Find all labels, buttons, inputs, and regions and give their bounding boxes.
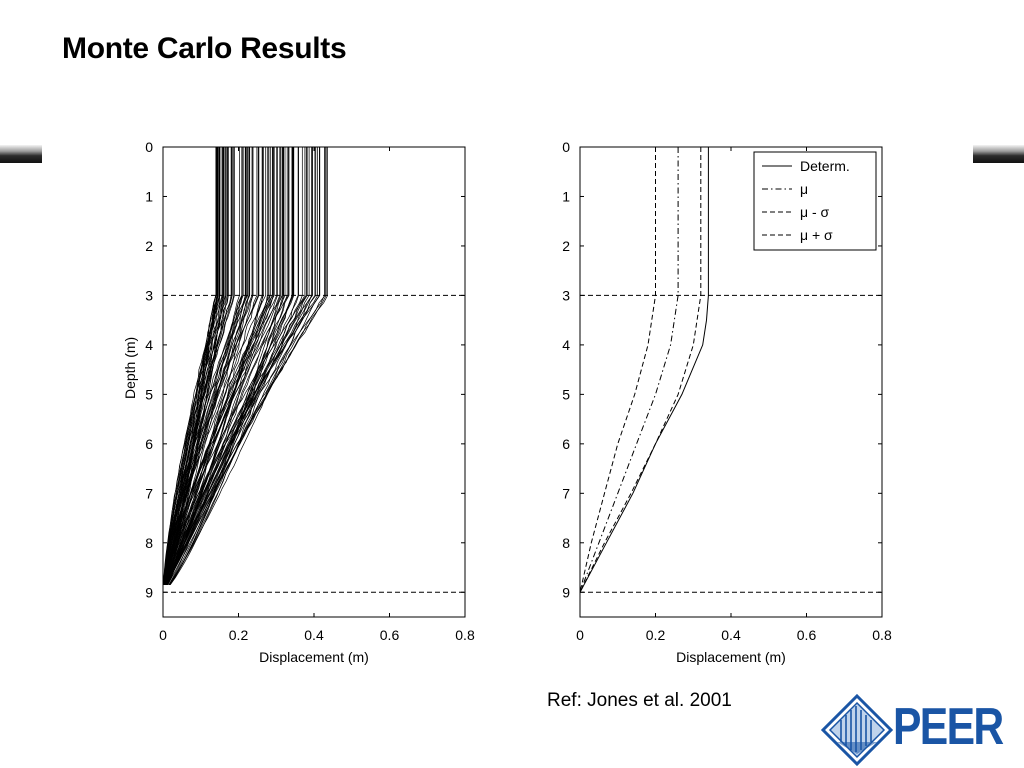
y-tick-label: 9 bbox=[562, 584, 570, 600]
y-tick-label: 2 bbox=[145, 238, 153, 254]
realization-line bbox=[165, 147, 254, 585]
x-tick-label: 0.6 bbox=[380, 627, 400, 643]
y-tick-label: 1 bbox=[145, 188, 153, 204]
y-tick-label: 5 bbox=[562, 386, 570, 402]
realization-line bbox=[165, 147, 240, 585]
realization-line bbox=[163, 147, 248, 585]
realization-line bbox=[164, 147, 317, 585]
realization-line bbox=[163, 147, 217, 585]
x-tick-label: 0.2 bbox=[229, 627, 249, 643]
y-tick-label: 3 bbox=[145, 287, 153, 303]
x-tick-label: 0.2 bbox=[646, 627, 666, 643]
x-tick-label: 0.8 bbox=[872, 627, 892, 643]
realization-line bbox=[164, 147, 307, 585]
realization-line bbox=[163, 147, 282, 585]
series-line-2 bbox=[580, 147, 679, 593]
y-tick-label: 8 bbox=[562, 535, 570, 551]
peer-logo-icon bbox=[820, 693, 894, 767]
series-line-3 bbox=[580, 147, 656, 593]
y-tick-label: 4 bbox=[145, 337, 153, 353]
realization-line bbox=[166, 147, 320, 585]
realization-line bbox=[163, 147, 219, 585]
realization-line bbox=[165, 147, 218, 585]
y-tick-label: 7 bbox=[145, 485, 153, 501]
decorative-bar-left bbox=[0, 145, 42, 163]
realization-line bbox=[163, 147, 267, 585]
realization-line bbox=[163, 147, 218, 585]
legend-entry: μ bbox=[800, 181, 808, 197]
series-line-4 bbox=[580, 147, 702, 593]
realization-line bbox=[167, 147, 310, 585]
realization-line bbox=[163, 147, 283, 585]
y-tick-label: 8 bbox=[145, 535, 153, 551]
realization-line bbox=[166, 147, 264, 585]
peer-logo-text: PEER bbox=[893, 698, 1004, 756]
y-tick-label: 1 bbox=[562, 188, 570, 204]
legend: Determ. μ μ - σ μ + σ bbox=[753, 151, 877, 251]
x-tick-label: 0.4 bbox=[304, 627, 324, 643]
realization-line bbox=[165, 147, 328, 585]
legend-entry: μ + σ bbox=[800, 227, 833, 243]
realization-line bbox=[163, 147, 223, 585]
y-tick-label: 9 bbox=[145, 584, 153, 600]
realization-line bbox=[165, 147, 290, 585]
series-line-1 bbox=[580, 147, 709, 593]
realization-line bbox=[168, 147, 312, 585]
realization-line bbox=[164, 147, 286, 585]
y-tick-label: 2 bbox=[562, 238, 570, 254]
realization-line bbox=[165, 147, 303, 585]
x-tick-label: 0.8 bbox=[455, 627, 475, 643]
y-tick-label: 5 bbox=[145, 386, 153, 402]
x-tick-label: 0.6 bbox=[797, 627, 817, 643]
realization-line bbox=[166, 147, 306, 585]
y-axis-label: Depth (m) bbox=[122, 337, 138, 399]
decorative-bar-right bbox=[973, 145, 1024, 163]
chart-1: 0 1 2 3 4 5 6 7 8 9 0 0.2 0.4 0.6 0.8 Displacement (m) D… bbox=[122, 139, 475, 665]
legend-entry: μ - σ bbox=[800, 204, 830, 220]
chart-2: 0 1 2 3 4 5 6 7 8 9 0 0.2 0.4 0.6 0.8 Displacement (m) D… bbox=[562, 139, 892, 665]
realization-line bbox=[166, 147, 299, 585]
y-tick-label: 6 bbox=[145, 436, 153, 452]
y-tick-label: 6 bbox=[562, 436, 570, 452]
reference-citation: Ref: Jones et al. 2001 bbox=[547, 690, 732, 711]
y-tick-label: 4 bbox=[562, 337, 570, 353]
legend-entry: Determ. bbox=[800, 158, 850, 174]
x-tick-label: 0.4 bbox=[721, 627, 741, 643]
realization-line bbox=[165, 147, 225, 585]
chart-1-data bbox=[163, 147, 328, 586]
realization-line bbox=[165, 147, 278, 585]
x-axis-label: Displacement (m) bbox=[676, 649, 786, 665]
realization-line bbox=[163, 147, 278, 585]
realization-line bbox=[163, 147, 235, 585]
x-tick-label: 0 bbox=[576, 627, 584, 643]
realization-line bbox=[163, 147, 233, 585]
chart-2-data bbox=[580, 147, 709, 593]
realization-line bbox=[169, 147, 288, 585]
x-axis-label: Displacement (m) bbox=[259, 649, 369, 665]
slide-title: Monte Carlo Results bbox=[62, 32, 347, 65]
x-tick-label: 0 bbox=[159, 627, 167, 643]
legend-box bbox=[753, 151, 877, 251]
realization-line bbox=[165, 147, 258, 585]
y-tick-label: 7 bbox=[562, 485, 570, 501]
y-tick-label: 3 bbox=[562, 287, 570, 303]
realization-line bbox=[169, 147, 284, 585]
y-tick-label: 0 bbox=[562, 139, 570, 155]
y-tick-label: 0 bbox=[145, 139, 153, 155]
